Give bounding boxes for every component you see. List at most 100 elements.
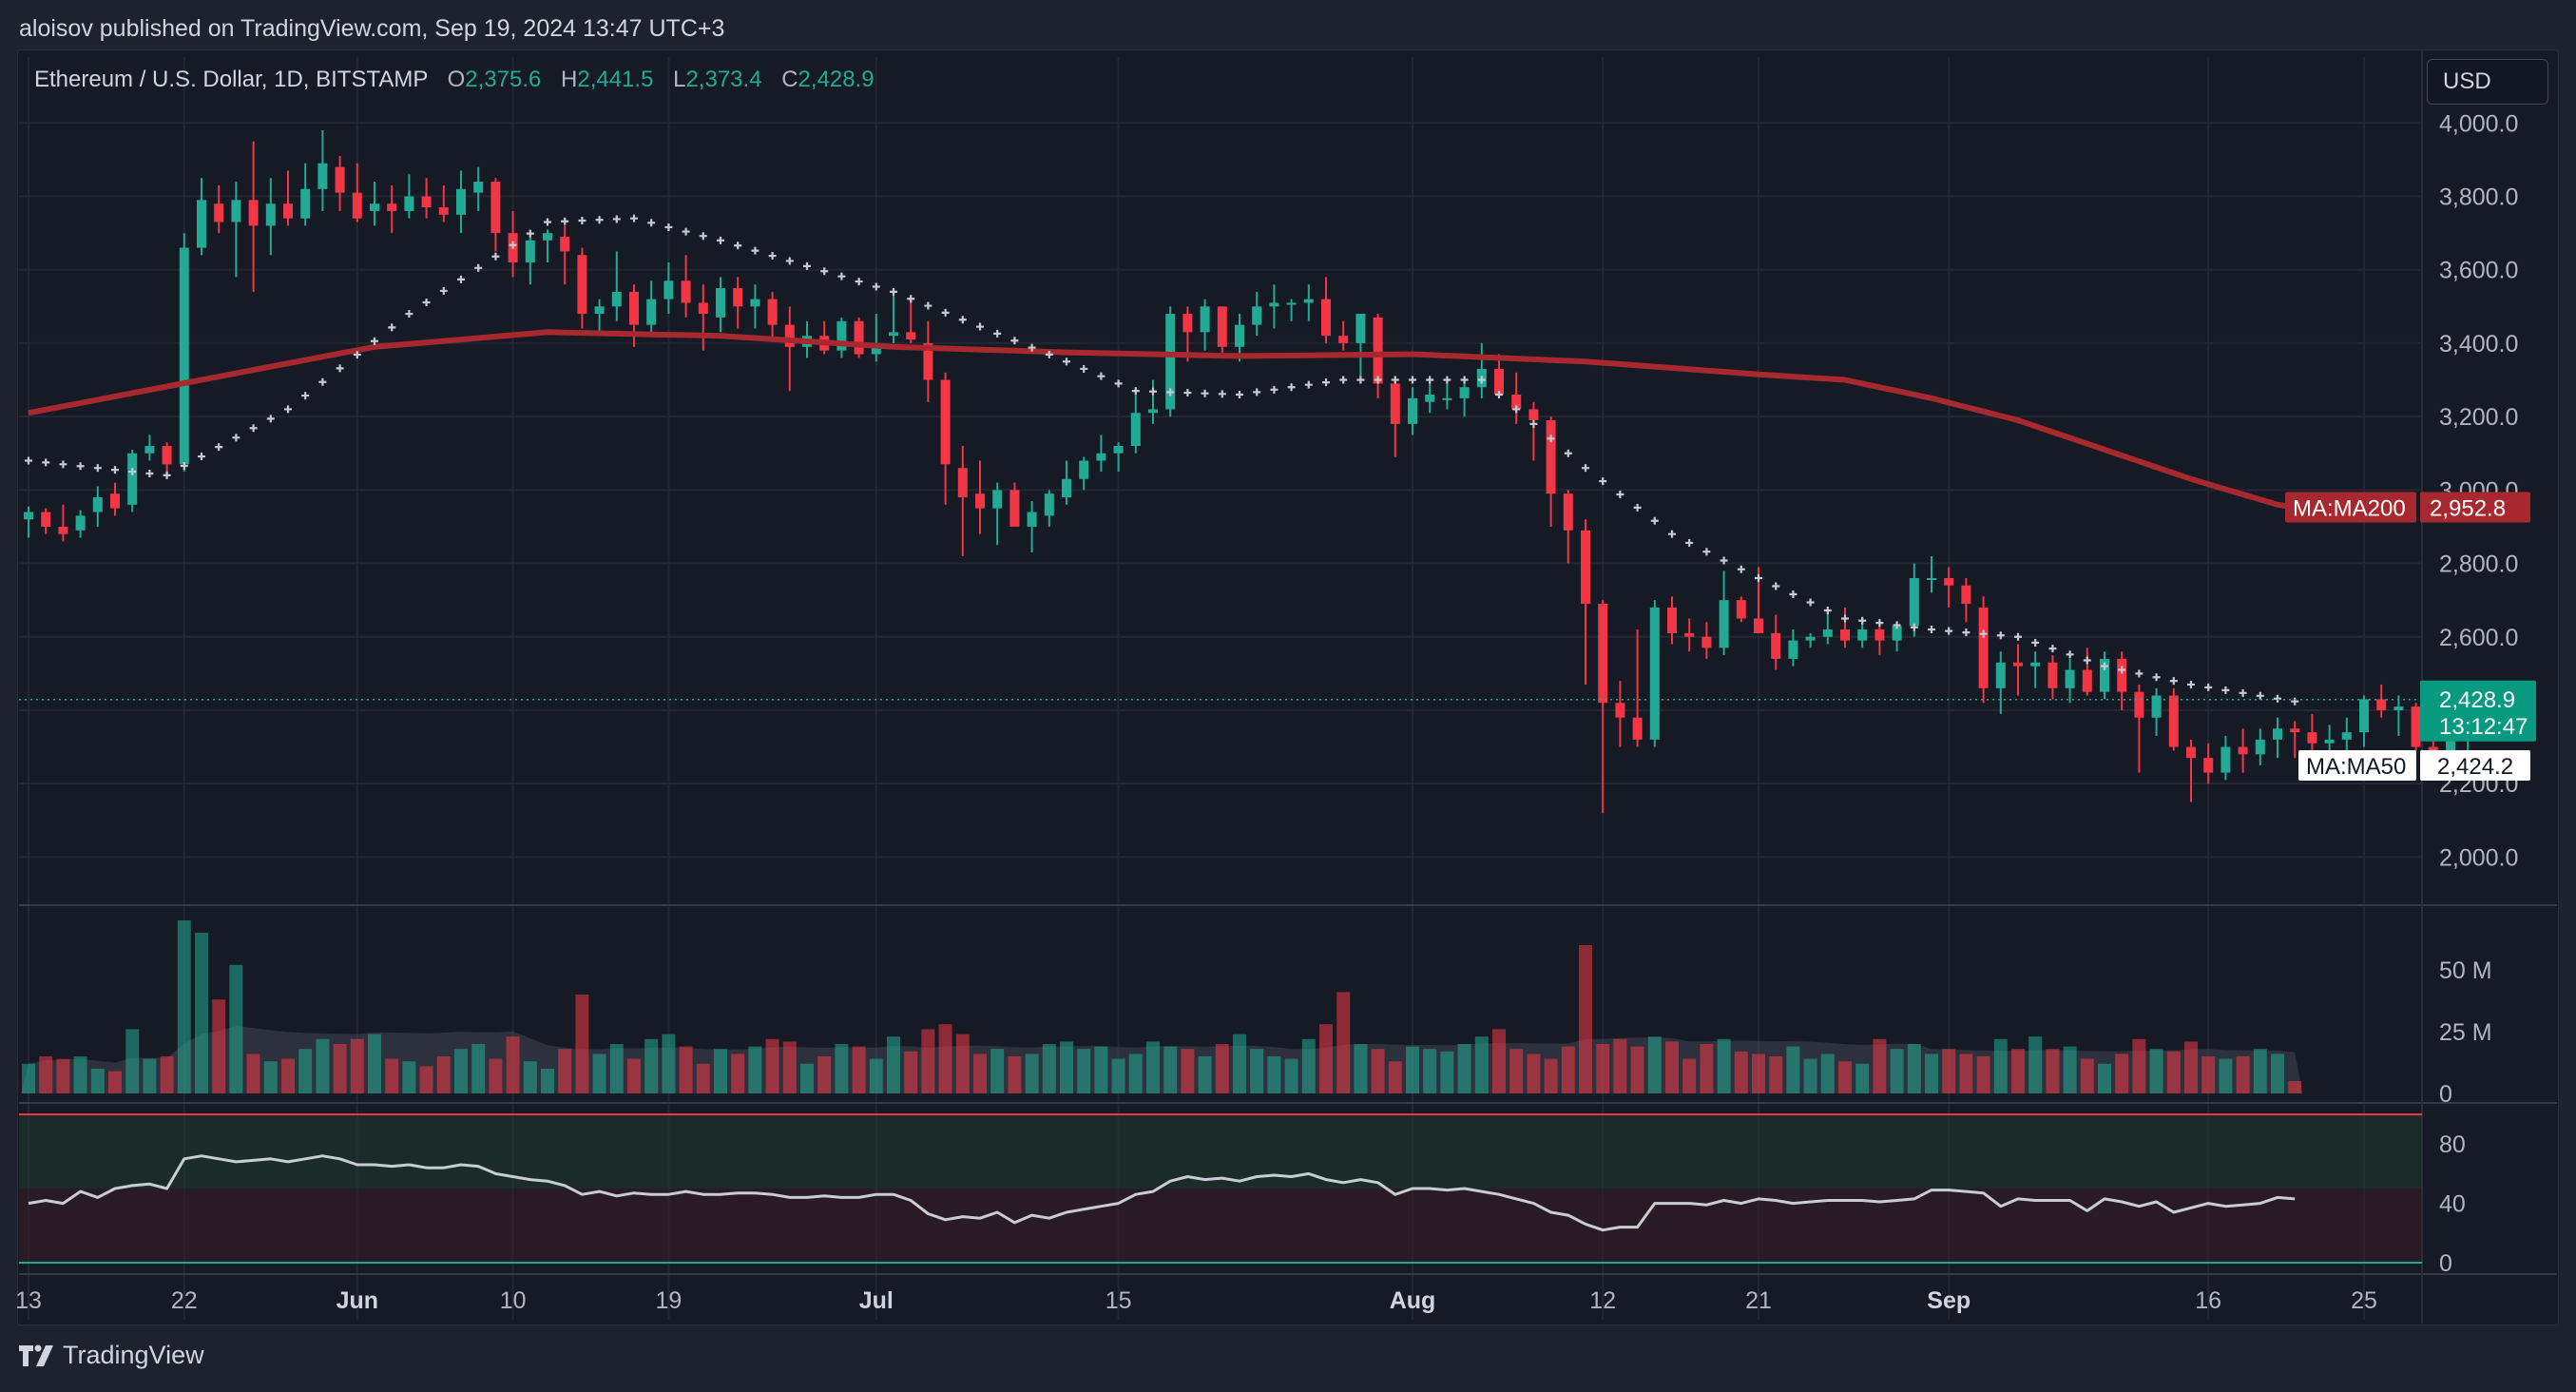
chart-frame[interactable]	[17, 49, 2559, 1325]
candle-body	[1771, 632, 1781, 659]
candle-body	[2151, 695, 2162, 718]
volume-bar	[817, 1056, 832, 1093]
candle-body	[1269, 302, 1279, 307]
volume-bar	[1890, 1049, 1904, 1093]
volume-bar	[316, 1038, 330, 1093]
price-tick-label: 2,600.0	[2439, 625, 2518, 651]
volume-bar	[921, 1029, 935, 1093]
ma50-point	[1910, 623, 1918, 631]
volume-bar	[1250, 1049, 1264, 1093]
ma50-point	[890, 287, 897, 296]
ma50-point	[1806, 598, 1815, 607]
last-price-value: 2,428.9	[2439, 687, 2515, 713]
ma50-point	[2291, 697, 2299, 706]
ma50-point	[2031, 638, 2040, 647]
candle-body	[1874, 629, 1885, 641]
ma50-point	[1547, 435, 1555, 443]
volume-bar	[1319, 1024, 1333, 1093]
ma50-point	[474, 263, 483, 272]
candle-body	[2013, 662, 2023, 667]
ma50-point	[1582, 464, 1589, 473]
ma50-point	[751, 246, 759, 255]
volume-bar	[748, 1046, 762, 1093]
ma50-point	[318, 377, 327, 386]
time-tick-label: 16	[2195, 1287, 2221, 1314]
volume-bar	[1336, 992, 1351, 1093]
ma50-value: 2,424.2	[2437, 754, 2513, 780]
volume-bar	[195, 933, 208, 1093]
ma50-point	[1755, 574, 1762, 582]
volume-bar	[1700, 1044, 1714, 1093]
volume-bar	[1301, 1038, 1316, 1093]
volume-bar	[229, 964, 243, 1093]
ma50-point	[544, 218, 551, 226]
candle-body	[646, 299, 657, 325]
candle-body	[473, 182, 484, 193]
ma50-point	[405, 310, 413, 319]
ma50-point	[353, 351, 361, 359]
ma50-point	[1529, 419, 1538, 428]
volume-bar	[973, 1054, 987, 1093]
volume-bar	[1596, 1044, 1610, 1093]
candle-body	[456, 188, 466, 215]
volume-bar	[731, 1054, 745, 1093]
ma50-point	[1685, 538, 1694, 547]
candle-body	[2100, 658, 2109, 692]
volume-bar	[1527, 1054, 1541, 1093]
candle-body	[1321, 299, 1331, 337]
volume-bar	[90, 1069, 105, 1093]
volume-bar	[679, 1046, 693, 1093]
ma200-value-tag	[2420, 492, 2530, 523]
ma50-point	[785, 257, 794, 265]
candle-body	[1961, 585, 1971, 605]
ma50-point	[630, 214, 638, 222]
ma50-point	[1979, 629, 1988, 638]
candle-body	[1373, 317, 1383, 384]
ma50-point	[1270, 385, 1278, 394]
ma50-point	[1339, 376, 1348, 384]
candle-body	[1684, 632, 1695, 637]
ma50-point	[561, 217, 569, 225]
volume-bar	[1284, 1058, 1298, 1093]
candle-body	[1148, 409, 1158, 414]
candle-body	[2290, 728, 2300, 733]
volume-bar	[2219, 1058, 2233, 1093]
ma50-point	[717, 236, 724, 244]
ma50-point	[1253, 388, 1261, 396]
volume-bar	[143, 1058, 157, 1093]
candle-body	[543, 233, 552, 241]
volume-bar	[1803, 1058, 1817, 1093]
volume-bar	[662, 1034, 676, 1093]
volume-bar	[246, 1054, 260, 1093]
candle-body	[716, 288, 725, 318]
ma50-point	[1996, 631, 2005, 640]
candle-body	[1944, 578, 1954, 586]
currency-button[interactable]: USD	[2427, 59, 2548, 105]
ma50-point	[1495, 390, 1503, 398]
ma50-point	[145, 469, 154, 477]
candle-body	[2168, 695, 2179, 747]
ma50-point	[509, 241, 517, 249]
volume-bar	[298, 1049, 313, 1093]
price-tick-label: 3,400.0	[2439, 331, 2518, 358]
volume-bar	[523, 1061, 537, 1093]
time-tick-label: Jul	[859, 1287, 894, 1314]
ma50-point	[180, 461, 188, 470]
ma50-point	[907, 295, 915, 303]
open-value: 2,375.6	[465, 67, 542, 92]
candle-body	[1978, 607, 1989, 688]
ma50-point	[1010, 337, 1019, 345]
candle-body	[663, 280, 674, 300]
candle-body	[1927, 578, 1936, 580]
ma50-point	[93, 464, 102, 473]
candle-body	[1563, 493, 1573, 531]
low-label: L	[673, 67, 686, 92]
volume-bar	[125, 1029, 140, 1093]
ma50-point	[820, 267, 829, 276]
ma50-point	[1477, 376, 1486, 384]
candle-body	[1130, 413, 1141, 447]
ma50-point	[1633, 503, 1642, 512]
volume-bar	[1008, 1056, 1022, 1093]
ma50-point	[993, 329, 1002, 338]
